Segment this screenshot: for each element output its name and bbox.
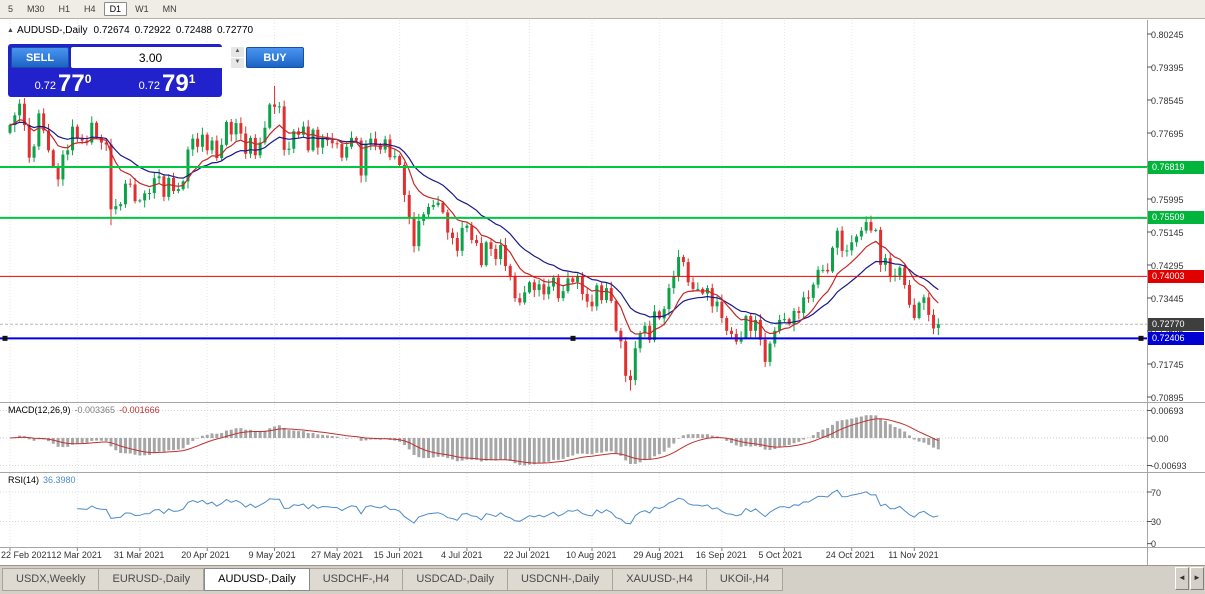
chart-tab-bar: USDX,Weekly EURUSD-,Daily AUDUSD-,Daily USD… bbox=[0, 565, 1205, 594]
rsi-axis-label: 0 bbox=[1151, 539, 1157, 550]
price-axis-label: 0.72595 bbox=[1151, 327, 1184, 337]
macd-axis-label: 0.00 bbox=[1151, 433, 1169, 444]
ohlc-low: 0.72488 bbox=[175, 25, 212, 36]
tab-scroll-right-button[interactable]: ► bbox=[1190, 567, 1204, 590]
price-axis-label: 0.71745 bbox=[1151, 359, 1184, 370]
macd-indicator-label: MACD(12,26,9) -0.003365 -0.001666 bbox=[8, 405, 160, 415]
price-tag: 0.75509 bbox=[1148, 211, 1204, 225]
price-axis-label: 0.75145 bbox=[1151, 227, 1184, 238]
price-axis-label: 0.73445 bbox=[1151, 293, 1184, 304]
tab-scroll-buttons: ◄ ► bbox=[1175, 567, 1204, 590]
macd-axis-label: 0.00693 bbox=[1151, 406, 1184, 416]
lot-spinner: ▲ ▼ bbox=[231, 47, 244, 68]
price-axis-label: 0.75995 bbox=[1151, 194, 1184, 205]
date-axis-label: 9 May 2021 bbox=[248, 550, 296, 560]
tab-xauusd-h4[interactable]: XAUUSD-,H4 bbox=[613, 568, 707, 591]
date-axis-label: 29 Aug 2021 bbox=[633, 550, 684, 560]
rsi-indicator-label: RSI(14) 36.3980 bbox=[8, 475, 76, 485]
date-axis-label: 10 Aug 2021 bbox=[566, 550, 617, 560]
date-axis-label: 22 Feb 2021 bbox=[1, 550, 52, 560]
ohlc-close: 0.72770 bbox=[216, 25, 254, 36]
date-axis-label: 22 Jul 2021 bbox=[503, 550, 551, 560]
rsi-axis-label: 70 bbox=[1151, 487, 1162, 498]
rsi-value: 36.3980 bbox=[43, 475, 76, 485]
chart-symbol-label: AUDUSD-,Daily bbox=[16, 25, 88, 36]
price-tag: 0.72406 bbox=[1148, 331, 1204, 345]
lot-size-input[interactable] bbox=[71, 47, 230, 68]
price-axis-label: 0.79395 bbox=[1151, 62, 1184, 73]
price-tag: 0.76819 bbox=[1148, 160, 1204, 174]
date-axis-label: 11 Nov 2021 bbox=[888, 550, 939, 560]
ohlc-open: 0.72674 bbox=[93, 25, 130, 36]
timeframe-button-h4[interactable]: H4 bbox=[84, 4, 96, 14]
buy-price-pipette: 1 bbox=[188, 72, 196, 86]
price-axis-label: 0.77695 bbox=[1151, 128, 1184, 139]
price-axis-label: 0.80245 bbox=[1151, 29, 1184, 40]
tab-usdcad-daily[interactable]: USDCAD-,Daily bbox=[403, 568, 508, 591]
price-tag: 0.74003 bbox=[1148, 269, 1204, 283]
date-axis-label: 24 Oct 2021 bbox=[825, 550, 875, 560]
tab-usdcnh-daily[interactable]: USDCNH-,Daily bbox=[507, 568, 614, 591]
buy-price-display[interactable]: 0.72 79 1 bbox=[115, 69, 219, 97]
timeframe-toolbar: 5 M30 H1 H4 D1 W1 MN bbox=[0, 0, 1205, 19]
timeframe-button-d1[interactable]: D1 bbox=[103, 2, 128, 16]
sell-price-big: 77 bbox=[58, 70, 85, 97]
timeframe-button-h1[interactable]: H1 bbox=[58, 4, 71, 14]
date-axis-label: 27 May 2021 bbox=[311, 550, 364, 560]
date-axis-label: 15 Jun 2021 bbox=[373, 550, 424, 560]
macd-value: -0.003365 bbox=[74, 405, 116, 415]
buy-price-big: 79 bbox=[162, 70, 189, 97]
timeframe-button-w1[interactable]: W1 bbox=[135, 4, 149, 14]
tab-scroll-left-button[interactable]: ◄ bbox=[1175, 567, 1189, 590]
date-axis-label: 5 Oct 2021 bbox=[758, 550, 803, 560]
sell-price-prefix: 0.72 bbox=[34, 80, 57, 92]
price-axis-label: 0.70895 bbox=[1151, 392, 1184, 403]
price-axis-label: 0.74295 bbox=[1151, 260, 1184, 271]
price-axis-label: 0.78545 bbox=[1151, 95, 1184, 106]
lot-decrease-button[interactable]: ▼ bbox=[231, 58, 244, 68]
macd-axis-label: -0.00693 bbox=[1151, 461, 1187, 471]
sell-button[interactable]: SELL bbox=[11, 47, 69, 68]
lot-increase-button[interactable]: ▲ bbox=[231, 47, 244, 57]
tab-audusd-daily[interactable]: AUDUSD-,Daily bbox=[204, 568, 310, 591]
date-axis-label: 12 Mar 2021 bbox=[51, 550, 102, 560]
rsi-axis-label: 30 bbox=[1151, 517, 1162, 527]
sell-price-pipette: 0 bbox=[84, 72, 92, 86]
ohlc-high: 0.72922 bbox=[134, 25, 171, 36]
tab-eurusd-daily[interactable]: EURUSD-,Daily bbox=[99, 568, 205, 591]
tab-ukoil-h4[interactable]: UKOil-,H4 bbox=[706, 568, 784, 591]
timeframe-button-mn[interactable]: MN bbox=[162, 4, 177, 14]
sell-price-display[interactable]: 0.72 77 0 bbox=[11, 69, 115, 97]
tab-usdchf-h4[interactable]: USDCHF-,H4 bbox=[309, 568, 404, 591]
date-axis-label: 31 Mar 2021 bbox=[113, 550, 165, 560]
macd-name: MACD(12,26,9) bbox=[8, 405, 71, 415]
timeframe-button-5[interactable]: 5 bbox=[8, 4, 14, 14]
rsi-name: RSI(14) bbox=[8, 475, 40, 485]
timeframe-button-m30[interactable]: M30 bbox=[27, 4, 45, 14]
chart-ohlc-header: ▲ AUDUSD-,Daily 0.72674 0.72922 0.72488 0.727… bbox=[7, 25, 258, 36]
price-tag: 0.72770 bbox=[1148, 317, 1204, 331]
panel-collapse-icon[interactable]: ▲ bbox=[7, 27, 14, 34]
date-axis-label: 20 Apr 2021 bbox=[181, 550, 230, 560]
buy-button[interactable]: BUY bbox=[246, 47, 304, 68]
date-axis-label: 16 Sep 2021 bbox=[695, 550, 747, 560]
macd-signal-value: -0.001666 bbox=[119, 405, 160, 415]
tab-usdx-weekly[interactable]: USDX,Weekly bbox=[2, 568, 100, 591]
date-axis-label: 4 Jul 2021 bbox=[440, 550, 483, 560]
buy-price-prefix: 0.72 bbox=[138, 80, 161, 92]
